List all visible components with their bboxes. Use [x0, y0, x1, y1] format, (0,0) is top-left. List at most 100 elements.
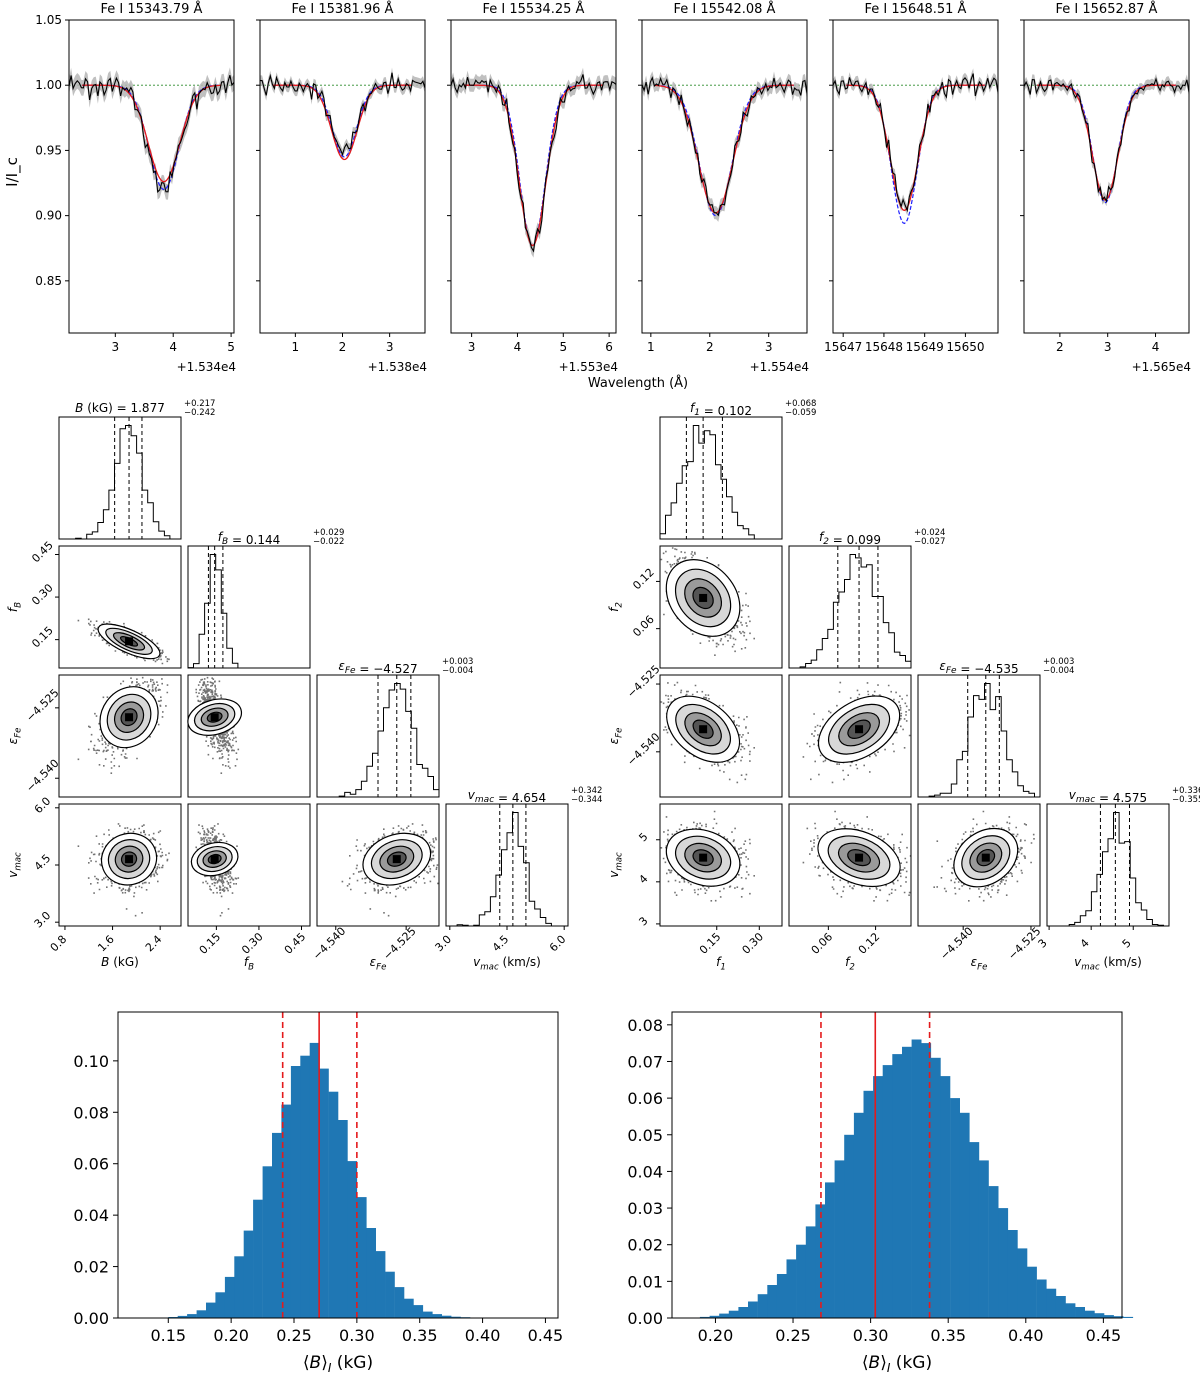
histogram-bar — [728, 1310, 739, 1318]
histogram-bar — [300, 1055, 310, 1318]
histogram-bar — [338, 1120, 348, 1318]
panel-frame — [316, 674, 440, 798]
y-tick-label: 0.02 — [627, 1236, 663, 1255]
y-axis-label: vmac — [6, 852, 23, 878]
mode-marker — [392, 855, 401, 864]
marginal-histogram: B (kG) = 1.877 +0.217−0.242 — [58, 399, 215, 540]
error-plus: +0.024 — [914, 528, 945, 538]
histogram-bar — [243, 1230, 254, 1318]
mode-marker — [699, 853, 708, 862]
y-tick-label: 3 — [636, 914, 650, 928]
spectral-lines-section: Fe I 15343.79 Å 3 4 5 +1.534e4 0.85 0.90 0.95 1.… — [35, 1, 1191, 374]
histogram-bar — [902, 1046, 912, 1318]
y-axis-label: εFe — [607, 728, 624, 745]
y-axis-label: vmac — [607, 852, 624, 878]
mode-marker — [210, 713, 219, 722]
uncertainty-band — [451, 67, 616, 258]
model-fit-red — [464, 84, 603, 247]
x-tick-label: −4.540 — [310, 925, 348, 963]
y-tick-label: 1.05 — [35, 13, 62, 27]
x-tick-label: 0.30 — [740, 930, 767, 957]
histogram-bar — [882, 1065, 893, 1318]
y-tick-label: 4.5 — [32, 852, 54, 874]
x-tick-label: 15650 — [946, 340, 984, 354]
error-plus: +0.003 — [442, 657, 473, 667]
joint-density-panel: 0.15 0.30 f1 3 4 5 vmac — [607, 803, 783, 972]
histogram-bar — [709, 1315, 720, 1318]
x-offset-label: +1.553e4 — [559, 360, 618, 374]
histogram-bar — [206, 1302, 216, 1318]
histogram-step — [918, 683, 1040, 798]
x-tick-label: 15647 — [824, 340, 862, 354]
error-plus: +0.068 — [785, 399, 816, 409]
histogram-bar — [863, 1090, 874, 1318]
panel-frame — [671, 1011, 1123, 1319]
y-tick-label: 0.90 — [35, 209, 62, 223]
histogram-bar — [366, 1228, 376, 1318]
error-minus: −0.059 — [785, 408, 816, 418]
x-tick-label: 15648 — [865, 340, 903, 354]
y-tick-label: −4.525 — [24, 686, 62, 724]
x-tick-label: 3 — [765, 340, 773, 354]
marginal-title: vmac = 4.654 — [468, 788, 546, 805]
x-tick-label: 0.15 — [150, 1326, 186, 1345]
error-minus: −0.242 — [184, 408, 215, 418]
error-minus: −0.344 — [571, 795, 602, 805]
marginal-histogram: εFe = −4.535 +0.003−0.004 — [917, 657, 1074, 798]
x-tick-label: 0.06 — [809, 930, 836, 957]
x-tick-label: 4 — [169, 340, 177, 354]
x-tick-label: 2 — [706, 340, 714, 354]
marginal-histogram: vmac = 4.575 +0.336−0.355 3 4 5 vmac (km/s) — [1036, 786, 1200, 972]
spectral-panel: Fe I 15534.25 Å 3 4 5 6 +1.553e4 — [447, 1, 618, 374]
observed-spectrum — [1023, 77, 1190, 203]
y-tick-label: 0.06 — [630, 613, 657, 640]
histogram-bar — [356, 1197, 367, 1318]
x-tick-label: 3 — [468, 340, 476, 354]
histogram-bar — [441, 1315, 452, 1318]
x-tick-label: 0.35 — [930, 1326, 966, 1345]
panel-frame — [917, 674, 1041, 798]
x-offset-label: +1.534e4 — [177, 360, 236, 374]
x-tick-label: 0.35 — [402, 1326, 438, 1345]
mode-marker — [125, 637, 134, 646]
marginal-title: εFe = −4.535 — [939, 659, 1018, 676]
histogram-bar — [1007, 1230, 1018, 1318]
histogram-bar — [998, 1208, 1009, 1318]
histogram-bar — [767, 1285, 778, 1318]
x-tick-label: 5 — [559, 340, 567, 354]
panel-title: Fe I 15534.25 Å — [483, 1, 585, 17]
mode-marker — [981, 853, 990, 862]
x-axis-label: f1 — [716, 955, 726, 972]
x-tick-label: 0.30 — [239, 930, 266, 957]
y-tick-label: 0.08 — [627, 1016, 663, 1035]
mode-marker — [699, 725, 708, 734]
histogram-bar — [892, 1054, 903, 1318]
histogram-bar — [281, 1104, 292, 1318]
y-tick-label: 0.08 — [73, 1103, 109, 1122]
x-axis-label: εFe — [370, 955, 387, 972]
x-axis-label: B (kG) — [101, 955, 139, 969]
x-tick-label: 4.5 — [490, 933, 512, 955]
error-plus: +0.003 — [1043, 657, 1074, 667]
x-tick-label: 0.40 — [465, 1326, 501, 1345]
histogram-bar — [451, 1316, 461, 1318]
x-axis-label: vmac (km/s) — [1074, 955, 1142, 972]
x-tick-label: 15649 — [906, 340, 944, 354]
histogram-bar — [1046, 1288, 1057, 1318]
spectral-panel: Fe I 15542.08 Å 1 2 3 +1.554e4 — [638, 1, 809, 374]
x-tick-label: 0.30 — [339, 1326, 375, 1345]
histogram-bar — [959, 1112, 970, 1318]
y-tick-label: 5 — [636, 830, 650, 844]
marginal-title: εFe = −4.527 — [338, 659, 417, 676]
joint-density-panel — [788, 674, 912, 798]
x-tick-label: 1.6 — [95, 933, 117, 955]
marginal-histogram: f1 = 0.102 +0.068−0.059 — [659, 399, 816, 540]
histogram-step — [317, 683, 440, 798]
y-tick-label: −4.540 — [625, 730, 663, 768]
x-tick-label: 5 — [227, 340, 235, 354]
panel-frame — [659, 674, 783, 798]
